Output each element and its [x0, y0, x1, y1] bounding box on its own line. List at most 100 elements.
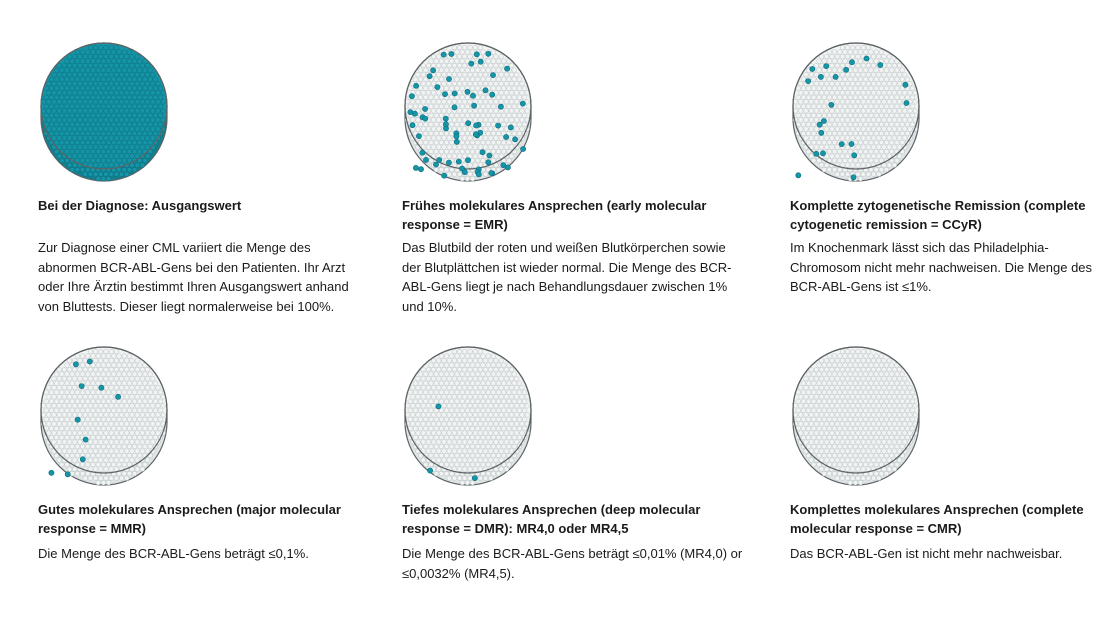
positive-cell [828, 102, 835, 108]
positive-cell [507, 124, 514, 131]
positive-cell [848, 141, 855, 147]
positive-cell [446, 76, 452, 82]
positive-cell [489, 91, 496, 98]
positive-cell [479, 149, 486, 156]
stage-description: Das Blutbild der roten und weißen Blutkö… [402, 240, 732, 314]
stage-description: Im Knochenmark lässt sich das Philadelph… [790, 240, 1093, 294]
stage-title: Tiefes molekulares Ansprechen (deep mole… [402, 502, 701, 536]
positive-cell [74, 416, 81, 423]
stage-title: Komplette zytogenetische Remission (comp… [790, 198, 1086, 232]
positive-cell [430, 67, 436, 74]
positive-cell [820, 150, 826, 157]
stage-description: Zur Diagnose einer CML variiert die Meng… [38, 240, 349, 314]
positive-cell [455, 158, 462, 165]
positive-cell [832, 74, 839, 80]
positive-cell [903, 100, 910, 106]
positive-cell [441, 172, 448, 179]
positive-cell [486, 152, 493, 159]
cell-grid [41, 348, 166, 486]
petri-dish-icon [40, 346, 168, 486]
positive-cell [495, 122, 501, 129]
positive-cell [422, 115, 429, 122]
cell-grid [405, 348, 530, 486]
positive-cell [453, 133, 460, 140]
petri-dish-icon [792, 346, 920, 486]
positive-cell [512, 136, 518, 143]
positive-cell [813, 150, 820, 157]
positive-cell [902, 81, 909, 88]
positive-cell [498, 103, 504, 110]
positive-cell [98, 384, 105, 391]
petri-dish-icon [792, 42, 920, 182]
positive-cell [470, 92, 476, 99]
positive-cell [473, 51, 480, 58]
positive-cell [504, 65, 510, 72]
positive-cell [78, 383, 85, 389]
positive-cell [838, 141, 845, 147]
positive-cell [821, 118, 827, 124]
positive-cell [451, 104, 458, 111]
positive-cell [412, 165, 419, 171]
positive-cell [440, 51, 447, 58]
stage-description: Die Menge des BCR-ABL-Gens beträgt ≤0,1%… [38, 546, 309, 561]
positive-cell [64, 471, 71, 478]
positive-cell [503, 134, 509, 140]
positive-cell [473, 122, 479, 129]
positive-cell [485, 50, 492, 57]
stage-title: Komplettes molekulares Ansprechen (compl… [790, 502, 1084, 536]
stage-description: Die Menge des BCR-ABL-Gens beträgt ≤0,01… [402, 546, 743, 581]
positive-cell [115, 393, 121, 400]
positive-cell [863, 55, 870, 62]
positive-cell [423, 157, 429, 163]
positive-cell [849, 59, 855, 66]
positive-cell [850, 174, 857, 181]
positive-cell [519, 100, 526, 107]
positive-cell [818, 129, 825, 136]
petri-dish-icon [404, 42, 532, 182]
positive-cell [468, 60, 475, 67]
positive-cell [443, 121, 449, 128]
positive-cell [471, 475, 478, 481]
positive-cell [435, 403, 442, 410]
positive-cell [433, 161, 439, 168]
positive-cell [422, 106, 428, 112]
petri-dish-icon [404, 346, 532, 486]
positive-cell [413, 82, 419, 89]
positive-cell [415, 133, 422, 139]
positive-cell [488, 170, 495, 176]
stage-title: Frühes molekulares Ansprechen (early mol… [402, 198, 707, 232]
petri-dish-icon [40, 42, 168, 182]
positive-cell [427, 467, 433, 474]
positive-cell [442, 115, 449, 122]
cell-grid [793, 348, 918, 486]
positive-cell [436, 157, 443, 163]
positive-cell [490, 72, 496, 78]
positive-cell [459, 165, 465, 172]
positive-cell [426, 73, 433, 80]
positive-cell [451, 90, 458, 97]
positive-cell [809, 66, 816, 72]
positive-cell [73, 361, 79, 368]
positive-cell [418, 166, 424, 173]
positive-cell [505, 164, 511, 171]
stage-title: Bei der Diagnose: Ausgangswert [38, 198, 242, 213]
positive-cell [851, 152, 858, 159]
stage-description: Das BCR-ABL-Gen ist nicht mehr nachweisb… [790, 546, 1063, 561]
positive-cell [482, 87, 489, 94]
positive-cell [877, 62, 884, 68]
positive-cell [465, 120, 472, 127]
positive-cell [82, 436, 89, 443]
positive-cell [843, 66, 849, 73]
positive-cell [465, 157, 471, 163]
positive-cell [520, 146, 526, 152]
positive-cell [48, 469, 55, 476]
positive-cell [446, 159, 452, 166]
positive-cell [442, 91, 448, 97]
positive-cell [485, 159, 492, 166]
positive-cell [818, 74, 824, 80]
positive-cell [500, 162, 507, 169]
positive-cell [419, 149, 426, 156]
positive-cell [471, 102, 477, 109]
cell-grid [41, 44, 166, 182]
positive-cell [475, 171, 482, 178]
